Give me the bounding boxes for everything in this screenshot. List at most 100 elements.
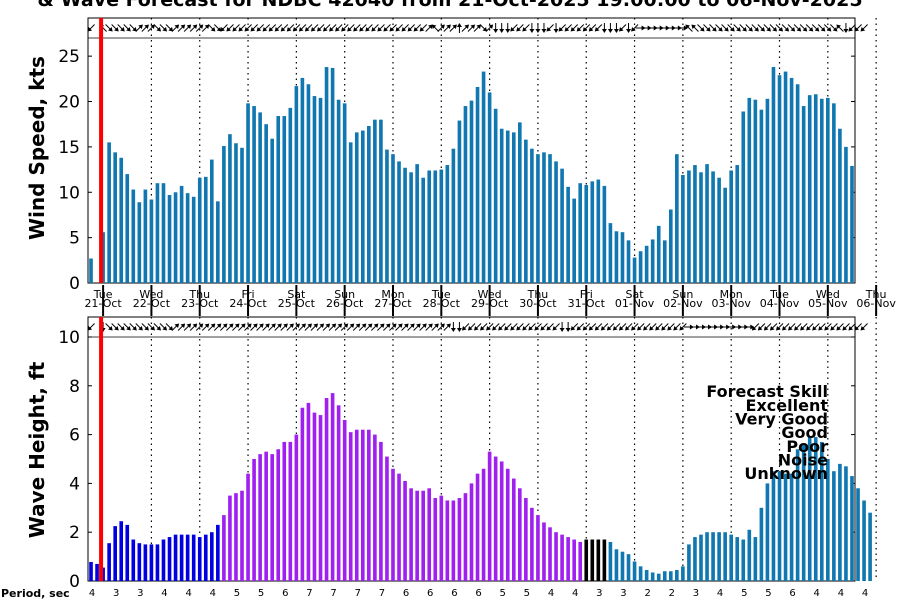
wind-direction-arrow <box>522 24 530 32</box>
wind-y-tick-label: 5 <box>69 229 80 249</box>
arrow-head <box>295 323 300 329</box>
wave-bar <box>276 449 281 581</box>
wind-bar <box>336 99 341 283</box>
arrow-head <box>778 26 784 32</box>
wave-direction-arrow <box>352 323 361 331</box>
arrow-head <box>492 325 497 331</box>
wind-bar <box>765 98 770 283</box>
arrow-head <box>277 323 282 329</box>
wind-direction-arrow <box>298 24 307 32</box>
wind-direction-arrow <box>570 24 579 32</box>
wave-bar <box>536 515 540 581</box>
arrow-head <box>699 26 705 32</box>
wave-direction-arrow <box>195 323 204 331</box>
wave-bar <box>838 463 842 581</box>
day-name-label: Thu <box>188 288 210 301</box>
wave-direction-arrow <box>443 323 451 331</box>
wave-direction-arrow <box>401 323 409 331</box>
wind-bar <box>179 185 184 283</box>
date-label: 26-Oct <box>326 297 364 310</box>
day-name-label: Tue <box>431 288 451 301</box>
arrow-head <box>301 323 306 329</box>
wind-direction-arrow <box>310 24 319 32</box>
arrow-head <box>826 26 832 32</box>
wind-bar <box>771 67 776 283</box>
date-label: 31-Oct <box>568 297 606 310</box>
wind-bar <box>650 239 655 283</box>
wave-bar <box>155 544 160 581</box>
wind-bar <box>759 109 764 284</box>
arrow-head <box>341 26 346 32</box>
arrow-head <box>440 323 445 329</box>
wind-direction-arrow <box>745 24 753 32</box>
wave-direction-arrow <box>818 323 826 331</box>
wind-bar <box>542 152 546 283</box>
arrow-head <box>253 323 258 329</box>
wind-bar <box>185 193 190 283</box>
wave-direction-arrow <box>244 323 252 331</box>
wind-bar <box>596 179 601 283</box>
wave-direction-arrow <box>492 323 500 331</box>
period-labels: 4 3 3 4 4 4 5 5 6 7 7 7 7 6 6 6 6 5 5 4 4 3 3 2 2 3 4 5 5 6 4 4 4 <box>89 588 868 599</box>
wind-direction-arrow <box>829 24 838 32</box>
wind-bar <box>747 97 752 283</box>
wind-bar <box>167 194 172 283</box>
wind-direction-arrow <box>256 24 265 32</box>
arrow-head <box>510 325 515 331</box>
wave-bar <box>572 539 576 581</box>
wave-direction-arrow <box>649 323 657 331</box>
wave-direction-arrow <box>310 323 319 331</box>
wave-bar <box>584 539 589 581</box>
wind-direction-arrow <box>516 24 524 32</box>
wave-bar <box>548 527 552 581</box>
arrow-head <box>347 26 352 32</box>
wind-bar <box>602 185 607 283</box>
wind-y-tick-label: 15 <box>58 138 80 158</box>
wind-direction-arrow <box>425 24 433 32</box>
wave-direction-arrow <box>111 323 119 331</box>
wave-bar <box>632 561 637 581</box>
wave-direction-arrow <box>600 323 609 331</box>
wind-bar <box>493 108 498 284</box>
arrow-head <box>582 325 588 331</box>
wind-direction-arrow <box>280 24 289 32</box>
date-label: 04-Nov <box>760 297 800 310</box>
wave-direction-arrow <box>637 323 645 331</box>
arrow-head <box>522 325 527 331</box>
wind-direction-arrow <box>677 25 688 31</box>
period-label: 5 <box>234 588 240 599</box>
wind-bar <box>101 232 105 283</box>
arrow-head <box>812 325 817 331</box>
wave-y-axis-label: Wave Height, ft <box>25 361 49 538</box>
arrow-head <box>337 323 343 329</box>
wind-direction-arrow <box>685 24 693 32</box>
arrow-head <box>114 26 119 32</box>
day-name-label: Thu <box>527 288 549 301</box>
wave-direction-arrow <box>474 323 482 331</box>
wind-direction-arrow <box>836 24 844 32</box>
arrow-head <box>456 328 462 332</box>
wave-direction-arrow <box>763 323 772 331</box>
arrow-head <box>482 26 488 32</box>
period-label: 6 <box>403 588 409 599</box>
wind-direction-arrow <box>715 24 723 32</box>
wave-bar <box>240 490 244 581</box>
wave-direction-arrow <box>419 323 427 331</box>
wave-bar <box>765 483 770 581</box>
wave-bar <box>125 524 130 581</box>
arrow-head <box>216 26 222 32</box>
wind-direction-arrow <box>588 24 597 32</box>
wave-bar <box>753 537 758 581</box>
wind-direction-arrow <box>479 24 488 32</box>
wind-direction-arrow <box>153 24 161 32</box>
wind-direction-arrow <box>401 24 409 32</box>
arrow-head <box>488 24 494 30</box>
wind-direction-arrow <box>189 24 198 32</box>
arrow-head <box>794 325 799 331</box>
wave-bar <box>119 521 124 581</box>
wind-bar <box>753 99 758 283</box>
arrow-head <box>138 24 143 30</box>
wind-y-tick-label: 0 <box>69 274 80 294</box>
wind-direction-arrow <box>456 23 462 33</box>
arrow-head <box>546 325 552 331</box>
